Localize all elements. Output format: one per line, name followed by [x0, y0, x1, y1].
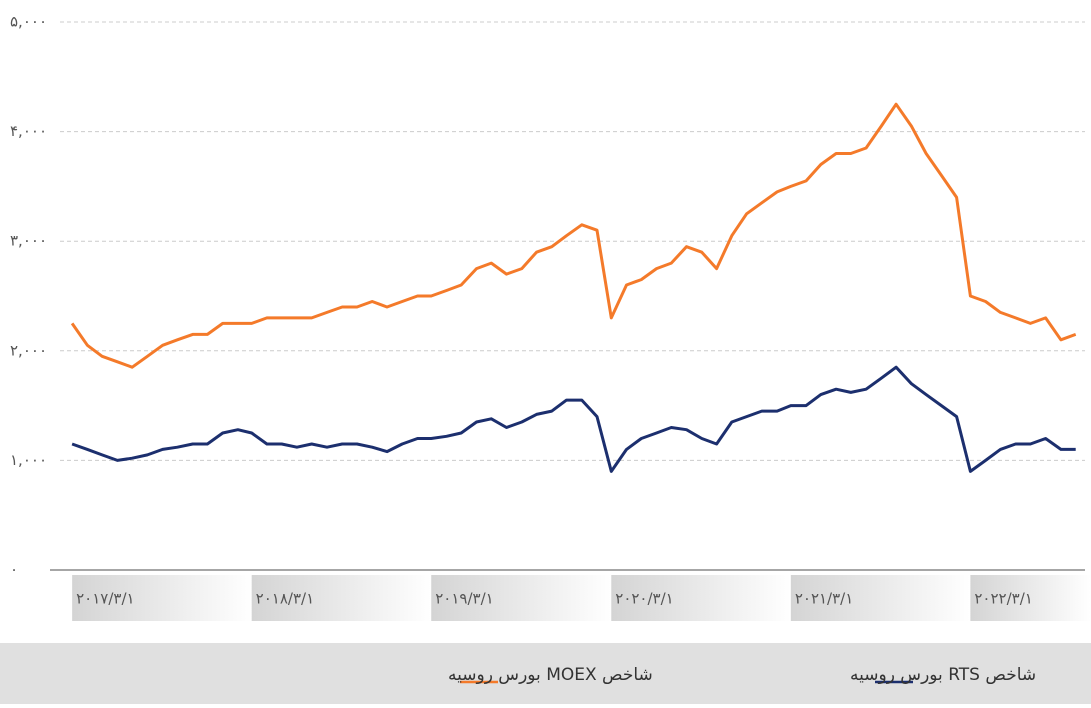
x-tick-label: ۲۰۱۸/۳/۱ — [256, 590, 314, 608]
x-tick-box — [790, 575, 971, 621]
x-tick-label: ۲۰۲۲/۳/۱ — [974, 590, 1032, 608]
y-tick-label: ۰ — [10, 561, 18, 579]
y-tick-label: ۴,۰۰۰ — [10, 122, 47, 140]
x-tick-box — [611, 575, 791, 621]
y-tick-label: ۲,۰۰۰ — [10, 341, 47, 359]
line — [71, 365, 1076, 473]
x-tick-label: ۲۰۱۷/۳/۱ — [76, 590, 134, 608]
legend-box — [0, 643, 1091, 704]
y-tick-label: ۵,۰۰۰ — [10, 13, 47, 31]
x-tick-box — [251, 575, 432, 621]
line — [70, 102, 1077, 369]
x-tick-box — [431, 575, 612, 621]
legend-label: شاخص MOEX بورس روسیه — [448, 665, 653, 685]
legend-label: شاخص RTS بورس روسیه — [850, 665, 1036, 685]
x-tick-label: ۲۰۲۱/۳/۱ — [795, 590, 853, 608]
x-tick-box — [970, 575, 1091, 621]
x-tick-label: ۲۰۱۹/۳/۱ — [435, 590, 493, 608]
x-tick-box — [72, 575, 252, 621]
y-tick-label: ۳,۰۰۰ — [10, 232, 47, 250]
x-tick-label: ۲۰۲۰/۳/۱ — [615, 590, 673, 608]
y-tick-label: ۱,۰۰۰ — [10, 451, 47, 469]
